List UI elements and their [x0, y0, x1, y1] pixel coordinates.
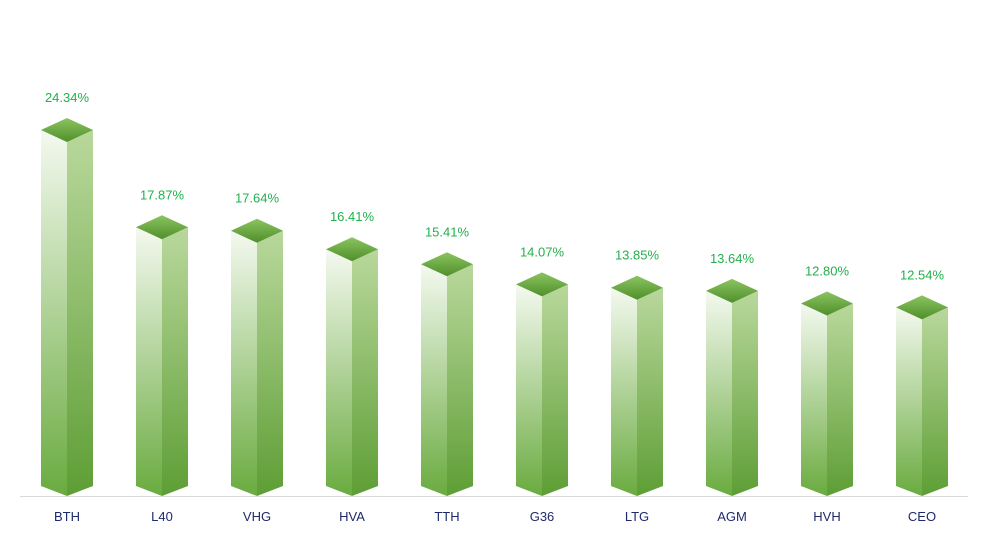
bar-top-cap — [326, 237, 378, 262]
bar-top-cap — [231, 218, 283, 243]
bar-front-face — [41, 130, 67, 496]
bar-tth — [421, 252, 473, 496]
bar-top-cap — [421, 252, 473, 277]
bar-g36 — [516, 272, 568, 496]
category-label: G36 — [530, 509, 555, 524]
bar-front-face — [516, 284, 542, 496]
bar-top-cap — [516, 272, 568, 297]
bar-top-cap — [611, 275, 663, 300]
category-label: TTH — [434, 509, 459, 524]
bar-front-face — [706, 290, 732, 496]
data-label: 15.41% — [425, 224, 470, 239]
bar-side-face — [542, 284, 568, 496]
bar-side-face — [447, 264, 473, 496]
bar-side-face — [352, 249, 378, 496]
bar-side-face — [922, 307, 948, 496]
bar-front-face — [421, 264, 447, 496]
bar-front-face — [136, 227, 162, 496]
bar-bth — [41, 118, 93, 496]
bar-ceo — [896, 295, 948, 496]
bar-front-face — [801, 303, 827, 496]
bar-vhg — [231, 218, 283, 496]
data-label: 14.07% — [520, 244, 565, 259]
bar-top-cap — [41, 118, 93, 142]
bar-top-cap — [896, 295, 948, 320]
bar-side-face — [162, 227, 188, 496]
bar-side-face — [732, 290, 758, 496]
bar-front-face — [231, 230, 257, 496]
category-label: AGM — [717, 509, 747, 524]
bar-l40 — [136, 215, 188, 496]
bar-hva — [326, 237, 378, 496]
bar-front-face — [896, 307, 922, 496]
data-label: 12.80% — [805, 264, 850, 279]
data-label: 17.87% — [140, 187, 185, 202]
bar-top-cap — [801, 291, 853, 316]
category-label: BTH — [54, 509, 80, 524]
bar-front-face — [326, 249, 352, 496]
category-label: L40 — [151, 509, 173, 524]
category-label: HVH — [813, 509, 840, 524]
data-label: 16.41% — [330, 209, 375, 224]
data-label: 17.64% — [235, 191, 280, 206]
bar-side-face — [257, 230, 283, 496]
category-label: LTG — [625, 509, 649, 524]
category-label: VHG — [243, 509, 271, 524]
bar-ltg — [611, 275, 663, 496]
bar-top-cap — [136, 215, 188, 240]
bar-hvh — [801, 291, 853, 496]
data-label: 13.85% — [615, 248, 660, 263]
data-label: 13.64% — [710, 251, 755, 266]
data-label: 24.34% — [45, 90, 90, 105]
bar-front-face — [611, 287, 637, 496]
bar-side-face — [67, 130, 93, 496]
bar-side-face — [637, 287, 663, 496]
data-label: 12.54% — [900, 267, 945, 282]
bar-agm — [706, 278, 758, 496]
category-label: HVA — [339, 509, 365, 524]
category-label: CEO — [908, 509, 936, 524]
bar-side-face — [827, 303, 853, 496]
bar-top-cap — [706, 278, 758, 303]
